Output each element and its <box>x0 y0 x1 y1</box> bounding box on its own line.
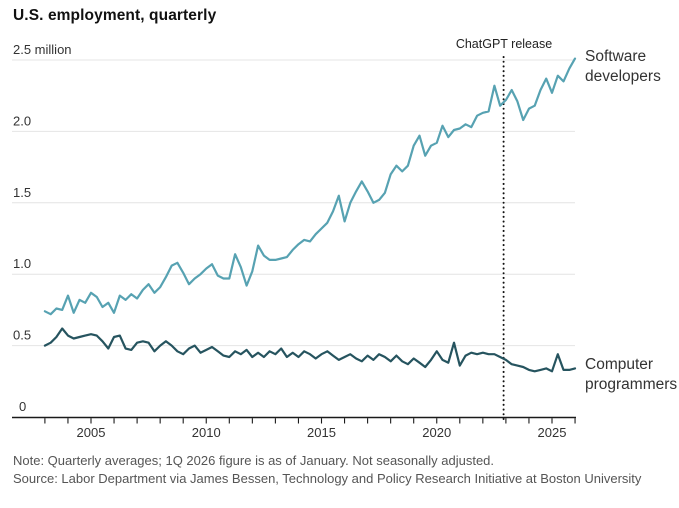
series-line-computer-programmers <box>43 327 577 373</box>
x-tick-label: 2025 <box>538 425 567 440</box>
series-line-software-developers <box>43 57 577 316</box>
y-tick-label: 2.5 million <box>13 42 72 57</box>
series-label-software-developers: Software developers <box>585 48 661 85</box>
employment-line-chart: 0 0.5 1.0 1.5 2.0 2.5 million 2005 2010 2015 2020… <box>12 42 577 440</box>
y-tick-label: 1.0 <box>13 256 31 271</box>
chart-title: U.S. employment, quarterly <box>13 7 217 24</box>
x-tick-label: 2020 <box>422 425 451 440</box>
x-tick-label: 2010 <box>192 425 221 440</box>
y-tick-label: 2.0 <box>13 113 31 128</box>
y-tick-label: 0 <box>19 399 26 414</box>
x-tick-label: 2015 <box>307 425 336 440</box>
chatgpt-release-annotation: ChatGPT release <box>455 37 553 51</box>
note-text: Note: Quarterly averages; 1Q 2026 figure… <box>13 453 495 468</box>
y-tick-label: 0.5 <box>13 328 31 343</box>
series-label-computer-programmers: Computer programmers <box>585 356 678 393</box>
x-tick-label: 2005 <box>77 425 106 440</box>
source-text: Source: Labor Department via James Besse… <box>13 471 642 486</box>
y-tick-label: 1.5 <box>13 185 31 200</box>
